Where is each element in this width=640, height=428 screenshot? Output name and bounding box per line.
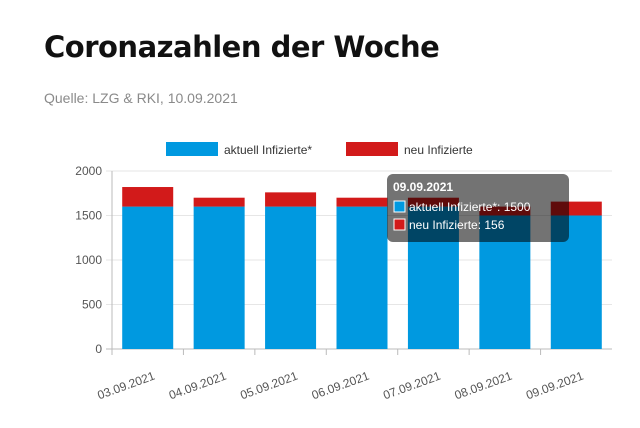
bar-segment-aktuell[interactable] xyxy=(122,206,174,349)
page-title: Coronazahlen der Woche xyxy=(44,30,440,64)
chart-legend: aktuell Infizierte* neu Infizierte xyxy=(166,142,473,157)
chart-tooltip: 09.09.2021 aktuell Infizierte*: 1500 neu I… xyxy=(387,174,569,242)
x-tick-label: 07.09.2021 xyxy=(381,369,443,403)
tooltip-title: 09.09.2021 xyxy=(393,180,453,194)
tooltip-swatch xyxy=(393,218,406,231)
legend-label-aktuell: aktuell Infizierte* xyxy=(224,143,312,157)
bar-segment-neu[interactable] xyxy=(336,197,388,207)
y-tick-label: 1500 xyxy=(75,209,102,223)
x-tick-label: 08.09.2021 xyxy=(453,369,515,403)
y-axis-labels: 0 500 1000 1500 2000 xyxy=(75,164,102,356)
tooltip-line: aktuell Infizierte*: 1500 xyxy=(409,200,531,214)
tooltip-line: neu Infizierte: 156 xyxy=(409,218,505,232)
y-tick-label: 0 xyxy=(95,342,102,356)
bar-segment-aktuell[interactable] xyxy=(265,206,317,349)
x-tick-label: 06.09.2021 xyxy=(310,369,372,403)
x-tick-label: 09.09.2021 xyxy=(524,369,586,403)
y-tick-label: 2000 xyxy=(75,164,102,178)
legend-swatch-aktuell[interactable] xyxy=(166,142,218,156)
tooltip-box xyxy=(387,174,569,242)
bar-segment-neu[interactable] xyxy=(122,187,174,207)
x-tick-label: 03.09.2021 xyxy=(96,369,158,403)
x-tick-label: 05.09.2021 xyxy=(238,369,300,403)
bar-segment-aktuell[interactable] xyxy=(193,206,245,349)
tooltip-swatch xyxy=(393,200,406,213)
bar-segment-aktuell[interactable] xyxy=(336,206,388,349)
y-tick-label: 1000 xyxy=(75,253,102,267)
x-axis-labels: 03.09.2021 04.09.2021 05.09.2021 06.09.2021… xyxy=(96,369,586,403)
legend-label-neu: neu Infizierte xyxy=(404,143,473,157)
source-note: Quelle: LZG & RKI, 10.09.2021 xyxy=(44,90,238,106)
bar-segment-neu[interactable] xyxy=(193,197,245,207)
chart-bars xyxy=(122,187,602,349)
x-tick-label: 04.09.2021 xyxy=(167,369,229,403)
legend-swatch-neu[interactable] xyxy=(346,142,398,156)
bar-segment-neu[interactable] xyxy=(265,192,317,207)
y-tick-label: 500 xyxy=(82,298,102,312)
